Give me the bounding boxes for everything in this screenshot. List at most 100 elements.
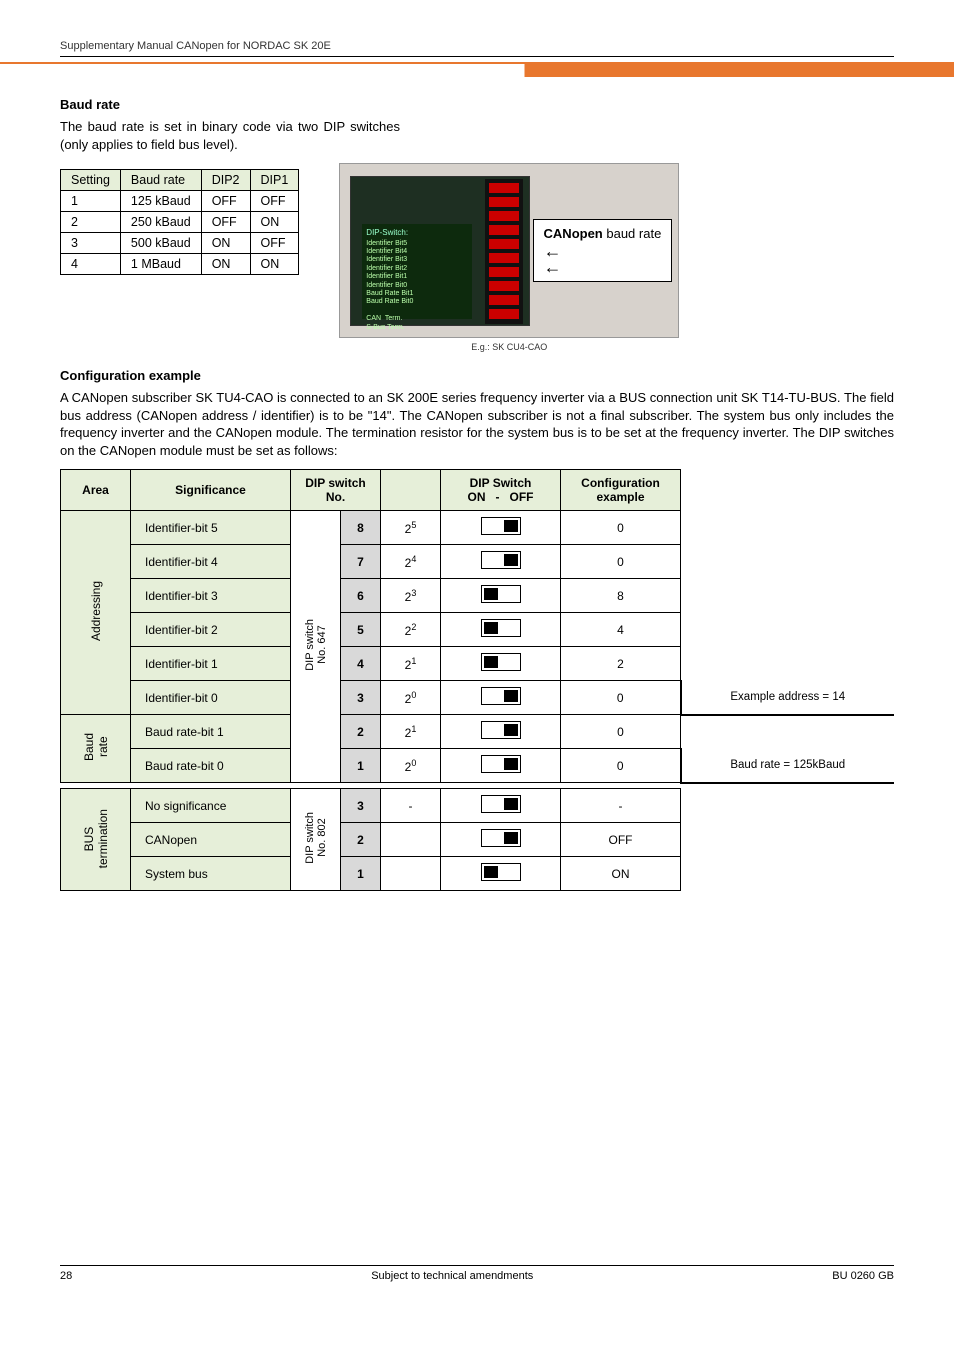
pow-cell: 23 [381, 579, 441, 613]
baud-rate-callout: CANopen baud rate ← ← [533, 219, 673, 282]
dip-graphic [441, 789, 561, 823]
panel-title: DIP-Switch: [366, 228, 468, 238]
baud-cell: OFF [250, 191, 299, 212]
sig-cell: Identifier-bit 3 [131, 579, 291, 613]
baud-cell: ON [250, 212, 299, 233]
photo-caption: E.g.: SK CU4-CAO [471, 342, 547, 352]
baud-cell: ON [250, 254, 299, 275]
sig-cell: Identifier-bit 1 [131, 647, 291, 681]
baud-cell: OFF [250, 233, 299, 254]
cfg-val: 0 [561, 681, 681, 715]
running-header: Supplementary Manual CANopen for NORDAC … [60, 40, 894, 57]
sig-cell: Identifier-bit 2 [131, 613, 291, 647]
panel-lines: Identifier Bit5 Identifier Bit4 Identifi… [366, 240, 468, 332]
cfg-val: ON [561, 857, 681, 891]
sig-cell: System bus [131, 857, 291, 891]
dip-label-panel: DIP-Switch: Identifier Bit5 Identifier B… [362, 224, 472, 319]
baud-cell: OFF [201, 191, 250, 212]
dip-num: 6 [341, 579, 381, 613]
cfg-val: 0 [561, 749, 681, 783]
sig-cell: CANopen [131, 823, 291, 857]
dip-group-bus: DIP switch No. 802 [291, 789, 341, 891]
sig-cell: Identifier-bit 0 [131, 681, 291, 715]
pow-cell: 20 [381, 681, 441, 715]
cfg-val: OFF [561, 823, 681, 857]
footer-center: Subject to technical amendments [371, 1270, 533, 1282]
pow-cell: 24 [381, 545, 441, 579]
baud-rate-title: Baud rate [60, 97, 894, 112]
pow-cell: - [381, 789, 441, 823]
cfg-val: 0 [561, 511, 681, 545]
page-footer: 28 Subject to technical amendments BU 02… [60, 1265, 894, 1282]
cfg-val: 0 [561, 545, 681, 579]
cfg-val: - [561, 789, 681, 823]
cfg-val: 8 [561, 579, 681, 613]
baud-cell: 1 [61, 191, 121, 212]
baud-col-dip2: DIP2 [201, 170, 250, 191]
product-photo-wrap: DIP-Switch: Identifier Bit5 Identifier B… [339, 163, 679, 352]
dip-num: 4 [341, 647, 381, 681]
pow-cell: 20 [381, 749, 441, 783]
config-example-title: Configuration example [60, 368, 894, 383]
callout-rest: baud rate [603, 226, 662, 241]
pow-cell: 21 [381, 715, 441, 749]
dip-num: 7 [341, 545, 381, 579]
pow-cell [381, 857, 441, 891]
cfg-head-area: Area [61, 470, 131, 511]
dip-num: 5 [341, 613, 381, 647]
dip-group-addr: DIP switch No. 647 [291, 511, 341, 783]
cfg-val: 4 [561, 613, 681, 647]
dip-graphic [441, 647, 561, 681]
dip-graphic [441, 857, 561, 891]
cfg-head-sig: Significance [131, 470, 291, 511]
cfg-head-cfgex: Configuration example [561, 470, 681, 511]
cfg-val: 2 [561, 647, 681, 681]
baud-cell: OFF [201, 212, 250, 233]
sig-cell: Identifier-bit 5 [131, 511, 291, 545]
pow-cell: 21 [381, 647, 441, 681]
baud-cell: 250 kBaud [120, 212, 201, 233]
baud-cell: 125 kBaud [120, 191, 201, 212]
config-example-para: A CANopen subscriber SK TU4-CAO is conne… [60, 389, 894, 459]
cfg-head-dipno: DIP switch No. [291, 470, 381, 511]
dip-num: 1 [341, 857, 381, 891]
callout-bold: CANopen [544, 226, 603, 241]
dip-num: 3 [341, 681, 381, 715]
accent-bar [0, 63, 954, 77]
dip-graphic [441, 511, 561, 545]
pow-cell [381, 823, 441, 857]
area-baud: Baud rate [61, 715, 131, 783]
baud-cell: 3 [61, 233, 121, 254]
baud-col-rate: Baud rate [120, 170, 201, 191]
baud-cell: 4 [61, 254, 121, 275]
area-bus: BUS termination [61, 789, 131, 891]
dip-graphic [441, 749, 561, 783]
dip-graphic [441, 681, 561, 715]
dip-num: 8 [341, 511, 381, 545]
baud-rate-table: Setting Baud rate DIP2 DIP1 1125 kBaudOF… [60, 169, 299, 275]
dip-num: 1 [341, 749, 381, 783]
area-addressing: Addressing [61, 511, 131, 715]
note-addr: Example address = 14 [681, 681, 895, 715]
dip-graphic [441, 613, 561, 647]
dip-graphic [441, 545, 561, 579]
footer-page: 28 [60, 1270, 72, 1282]
baud-rate-intro: The baud rate is set in binary code via … [60, 118, 400, 153]
sig-cell: Baud rate-bit 1 [131, 715, 291, 749]
dip-graphic [441, 823, 561, 857]
sig-cell: Identifier-bit 4 [131, 545, 291, 579]
cfg-val: 0 [561, 715, 681, 749]
cfg-head-val [381, 470, 441, 511]
cfg-head-onoff: DIP Switch ON - OFF [441, 470, 561, 511]
dip-graphic [441, 715, 561, 749]
dip-graphic [441, 579, 561, 613]
pow-cell: 22 [381, 613, 441, 647]
baud-col-setting: Setting [61, 170, 121, 191]
config-table: Area Significance DIP switch No. DIP Swi… [60, 469, 894, 891]
baud-cell: ON [201, 254, 250, 275]
footer-right: BU 0260 GB [832, 1270, 894, 1282]
note-baud: Baud rate = 125kBaud [681, 749, 895, 783]
dip-bank-graphic [485, 179, 523, 324]
baud-col-dip1: DIP1 [250, 170, 299, 191]
baud-cell: ON [201, 233, 250, 254]
